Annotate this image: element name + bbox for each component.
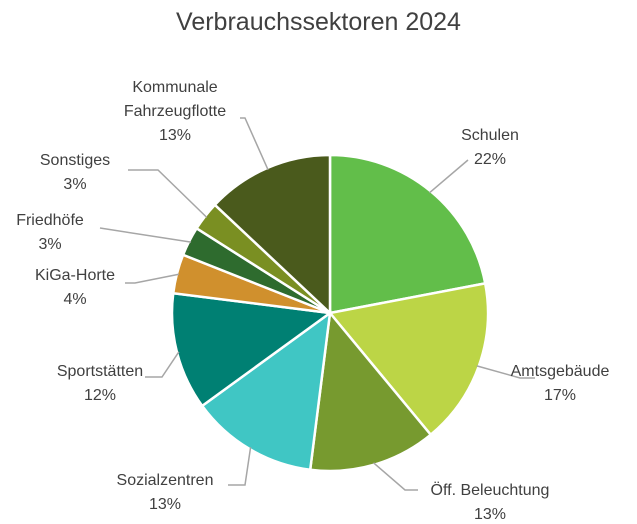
slice-label: Amtsgebäude 17% (511, 360, 610, 408)
chart-title: Verbrauchssektoren 2024 (176, 8, 461, 36)
value-label: 13% (148, 496, 182, 513)
slice-label: Schulen 22% (461, 124, 519, 172)
category-label: Öff. Beleuchtung (430, 482, 550, 499)
category-label: Sozialzentren (116, 472, 214, 489)
category-label: Schulen (461, 127, 519, 144)
slice-label: Kommunale Fahrzeugflotte 13% (100, 76, 250, 148)
value-label: 4% (63, 291, 87, 308)
slice-label: KiGa-Horte 4% (35, 264, 115, 312)
leader-line (99, 227, 192, 243)
value-label: 3% (63, 176, 87, 193)
leader-line (428, 159, 469, 194)
leader-line (228, 447, 252, 486)
category-label: Sportstätten (56, 363, 144, 380)
pie-slice (170, 291, 334, 408)
leader-line (125, 273, 180, 284)
value-label: 13% (158, 127, 192, 144)
slice-label: Sportstätten 12% (57, 360, 143, 408)
leader-line (373, 462, 418, 491)
category-label: Friedhöfe (16, 212, 84, 229)
value-label: 3% (38, 236, 62, 253)
slice-label: Sonstiges 3% (40, 149, 110, 197)
category-label: Sonstiges (39, 152, 111, 169)
value-label: 13% (473, 506, 507, 523)
value-label: 12% (83, 387, 117, 404)
slice-label: Öff. Beleuchtung 13% (431, 479, 550, 524)
category-label: Amtsgebäude (510, 363, 610, 380)
pie-slice (308, 309, 433, 473)
leader-line (128, 169, 208, 218)
slice-label: Friedhöfe 3% (16, 209, 84, 257)
category-label: Kommunale Fahrzeugflotte (123, 79, 227, 120)
leader-line (476, 365, 535, 379)
value-label: 17% (543, 387, 577, 404)
leader-line (240, 117, 269, 171)
leader-line (145, 351, 180, 378)
value-label: 22% (473, 151, 507, 168)
category-label: KiGa-Horte (34, 267, 116, 284)
slice-label: Sozialzentren 13% (117, 469, 214, 517)
